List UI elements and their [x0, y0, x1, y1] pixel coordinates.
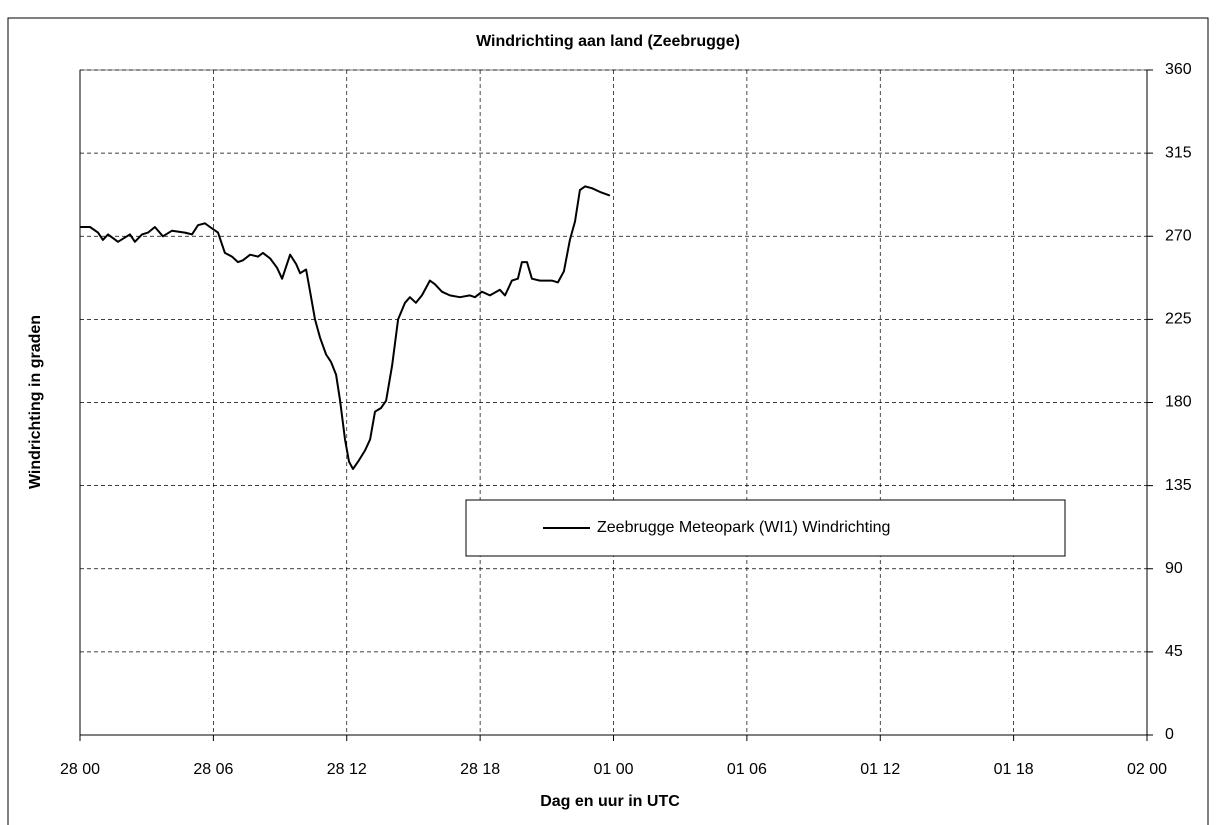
x-tick-label: 01 06 — [727, 761, 767, 778]
x-tick-label: 28 18 — [460, 761, 500, 778]
y-axis-label: Windrichting in graden — [27, 315, 44, 489]
x-tick-label: 01 00 — [593, 761, 633, 778]
chart-title: Windrichting aan land (Zeebrugge) — [476, 33, 740, 50]
x-tick-label: 01 18 — [994, 761, 1034, 778]
y-tick-label: 270 — [1165, 227, 1192, 244]
y-tick-label: 315 — [1165, 144, 1192, 161]
y-tick-label: 360 — [1165, 61, 1192, 78]
x-tick-label: 01 12 — [860, 761, 900, 778]
legend-label: Zeebrugge Meteopark (WI1) Windrichting — [597, 519, 890, 536]
data-line — [80, 185, 611, 470]
y-tick-label: 0 — [1165, 726, 1174, 743]
y-tick-label: 225 — [1165, 311, 1192, 328]
x-tick-label: 28 06 — [193, 761, 233, 778]
y-tick-label: 135 — [1165, 477, 1192, 494]
x-tick-label: 28 12 — [327, 761, 367, 778]
x-tick-label: 02 00 — [1127, 761, 1167, 778]
y-tick-label: 90 — [1165, 560, 1183, 577]
y-tick-label: 45 — [1165, 643, 1183, 660]
x-tick-label: 28 00 — [60, 761, 100, 778]
y-tick-label: 180 — [1165, 394, 1192, 411]
x-axis-label: Dag en uur in UTC — [540, 793, 680, 810]
